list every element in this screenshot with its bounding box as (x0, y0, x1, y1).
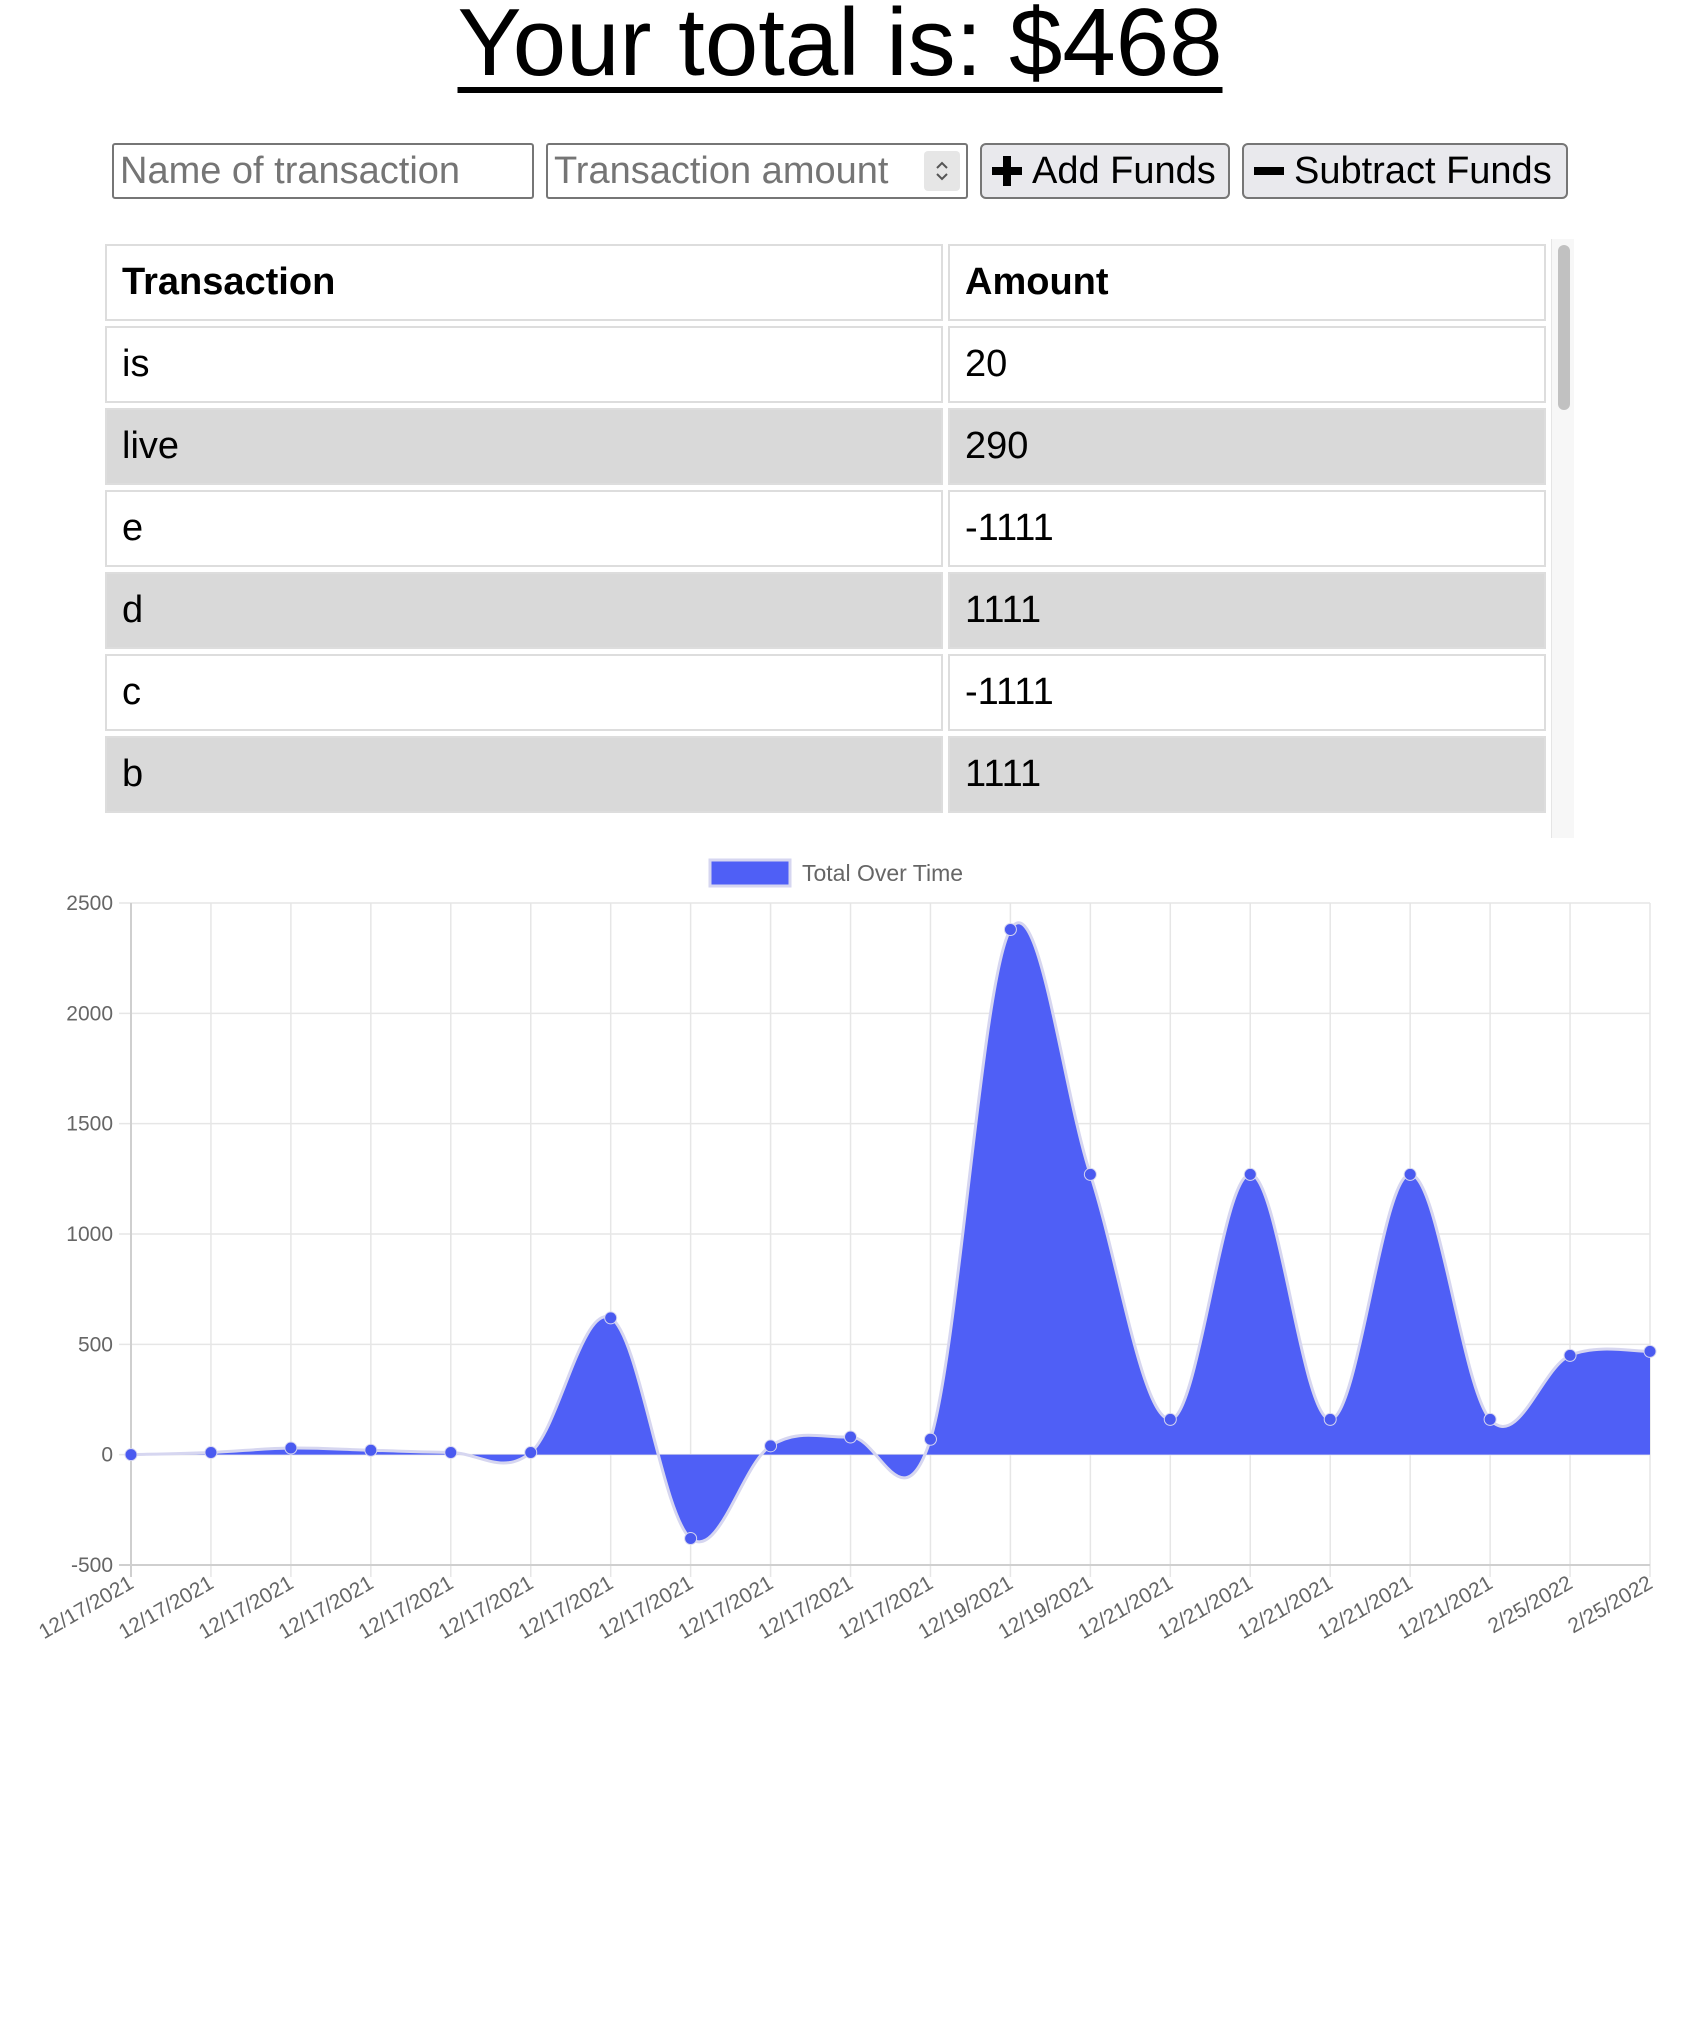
table-row: b 1111 (105, 736, 1546, 813)
data-point (605, 1312, 617, 1324)
data-point (285, 1442, 297, 1454)
table-row: d 1111 (105, 572, 1546, 649)
table-row: live 290 (105, 408, 1546, 485)
total-heading: Your total is: $468 (0, 0, 1680, 96)
table-scrollbar[interactable] (1551, 239, 1574, 838)
y-tick-label: 500 (78, 1333, 113, 1356)
subtract-funds-label: Subtract Funds (1294, 150, 1552, 193)
transaction-table-container[interactable]: Transaction Amount is 20 live 290 e -111… (100, 239, 1574, 838)
y-tick-label: 1000 (66, 1223, 113, 1246)
minus-icon (1254, 156, 1284, 186)
transaction-amount-cell: 1111 (948, 736, 1546, 813)
table-scrollbar-thumb[interactable] (1558, 245, 1570, 410)
column-header-transaction: Transaction (105, 244, 943, 321)
y-tick-label: 2000 (66, 1002, 113, 1025)
x-tick-label: 2/25/2022 (1564, 1571, 1656, 1638)
data-point (765, 1440, 777, 1452)
y-tick-label: 2500 (66, 892, 113, 915)
data-point (924, 1433, 936, 1445)
data-point (205, 1446, 217, 1458)
number-spinner-icon[interactable] (924, 151, 960, 191)
data-point (365, 1444, 377, 1456)
data-point (845, 1431, 857, 1443)
transaction-name-cell: d (105, 572, 943, 649)
transaction-amount-cell: 1111 (948, 572, 1546, 649)
transaction-amount-cell: -1111 (948, 654, 1546, 731)
transaction-amount-cell: -1111 (948, 490, 1546, 567)
transaction-name-cell: live (105, 408, 943, 485)
transaction-name-cell: e (105, 490, 943, 567)
data-point (685, 1533, 697, 1545)
data-point (525, 1446, 537, 1458)
data-point (125, 1449, 137, 1461)
transaction-name-cell: c (105, 654, 943, 731)
y-tick-label: 0 (101, 1444, 113, 1467)
data-point (1324, 1413, 1336, 1425)
data-point (1244, 1168, 1256, 1180)
subtract-funds-button[interactable]: Subtract Funds (1242, 143, 1568, 199)
data-point (1564, 1349, 1576, 1361)
plus-icon (992, 156, 1022, 186)
transaction-amount-cell: 20 (948, 326, 1546, 403)
data-point (1404, 1168, 1416, 1180)
data-point (1644, 1345, 1656, 1357)
total-over-time-chart: 25002000150010005000-50012/17/202112/17/… (0, 840, 1702, 1660)
transaction-form: Add Funds Subtract Funds (112, 143, 1632, 199)
transaction-table: Transaction Amount is 20 live 290 e -111… (100, 239, 1551, 818)
transaction-amount-input[interactable] (548, 145, 920, 197)
data-point (445, 1446, 457, 1458)
add-funds-button[interactable]: Add Funds (980, 143, 1230, 199)
data-point (1004, 923, 1016, 935)
transaction-amount-field[interactable] (546, 143, 968, 199)
data-point (1164, 1413, 1176, 1425)
column-header-amount: Amount (948, 244, 1546, 321)
y-tick-label: 1500 (66, 1113, 113, 1136)
y-tick-label: -500 (71, 1554, 113, 1577)
transaction-name-cell: is (105, 326, 943, 403)
transaction-name-cell: b (105, 736, 943, 813)
table-row: c -1111 (105, 654, 1546, 731)
transaction-name-input[interactable] (112, 143, 534, 199)
data-point (1484, 1413, 1496, 1425)
add-funds-label: Add Funds (1032, 150, 1216, 193)
table-row: is 20 (105, 326, 1546, 403)
legend-label: Total Over Time (802, 860, 963, 886)
legend-swatch (710, 860, 790, 886)
transaction-amount-cell: 290 (948, 408, 1546, 485)
data-point (1084, 1168, 1096, 1180)
table-row: e -1111 (105, 490, 1546, 567)
table-header-row: Transaction Amount (105, 244, 1546, 321)
x-tick-label: 2/25/2022 (1484, 1571, 1576, 1638)
